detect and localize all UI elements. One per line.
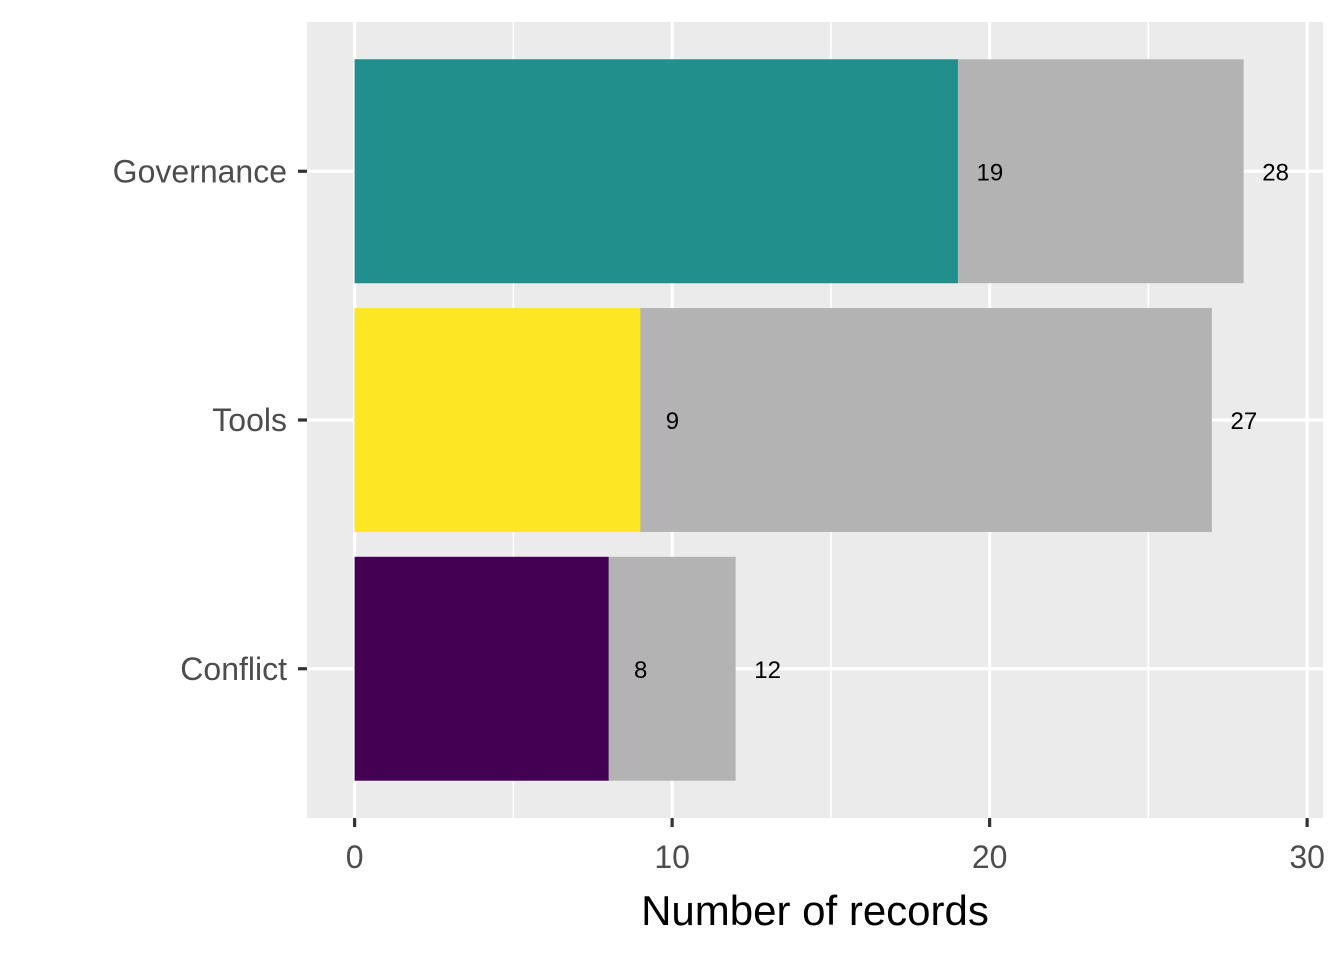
y-tick-label: Conflict: [180, 651, 287, 687]
x-axis: 0 10 20 30: [346, 818, 1325, 875]
y-tick-label: Tools: [212, 402, 287, 438]
data-label-highlight: 9: [666, 408, 679, 435]
y-axis: Conflict Tools Governance: [113, 153, 307, 687]
bar-highlight-conflict: [354, 556, 609, 781]
bar-highlight-governance: [354, 59, 958, 284]
data-labels: 12 8 27 9 28 19: [634, 159, 1289, 684]
bars: [354, 59, 1244, 781]
data-label-total: 28: [1262, 159, 1289, 186]
data-label-total: 27: [1231, 408, 1258, 435]
x-tick-label: 10: [654, 839, 690, 875]
bar-highlight-tools: [354, 308, 641, 532]
x-tick-label: 0: [346, 839, 364, 875]
x-tick-label: 20: [972, 839, 1008, 875]
y-tick-label: Governance: [113, 153, 287, 189]
data-label-highlight: 8: [634, 657, 647, 684]
x-tick-label: 30: [1289, 839, 1325, 875]
data-label-highlight: 19: [977, 159, 1004, 186]
x-axis-title: Number of records: [641, 887, 989, 934]
data-label-total: 12: [754, 657, 781, 684]
